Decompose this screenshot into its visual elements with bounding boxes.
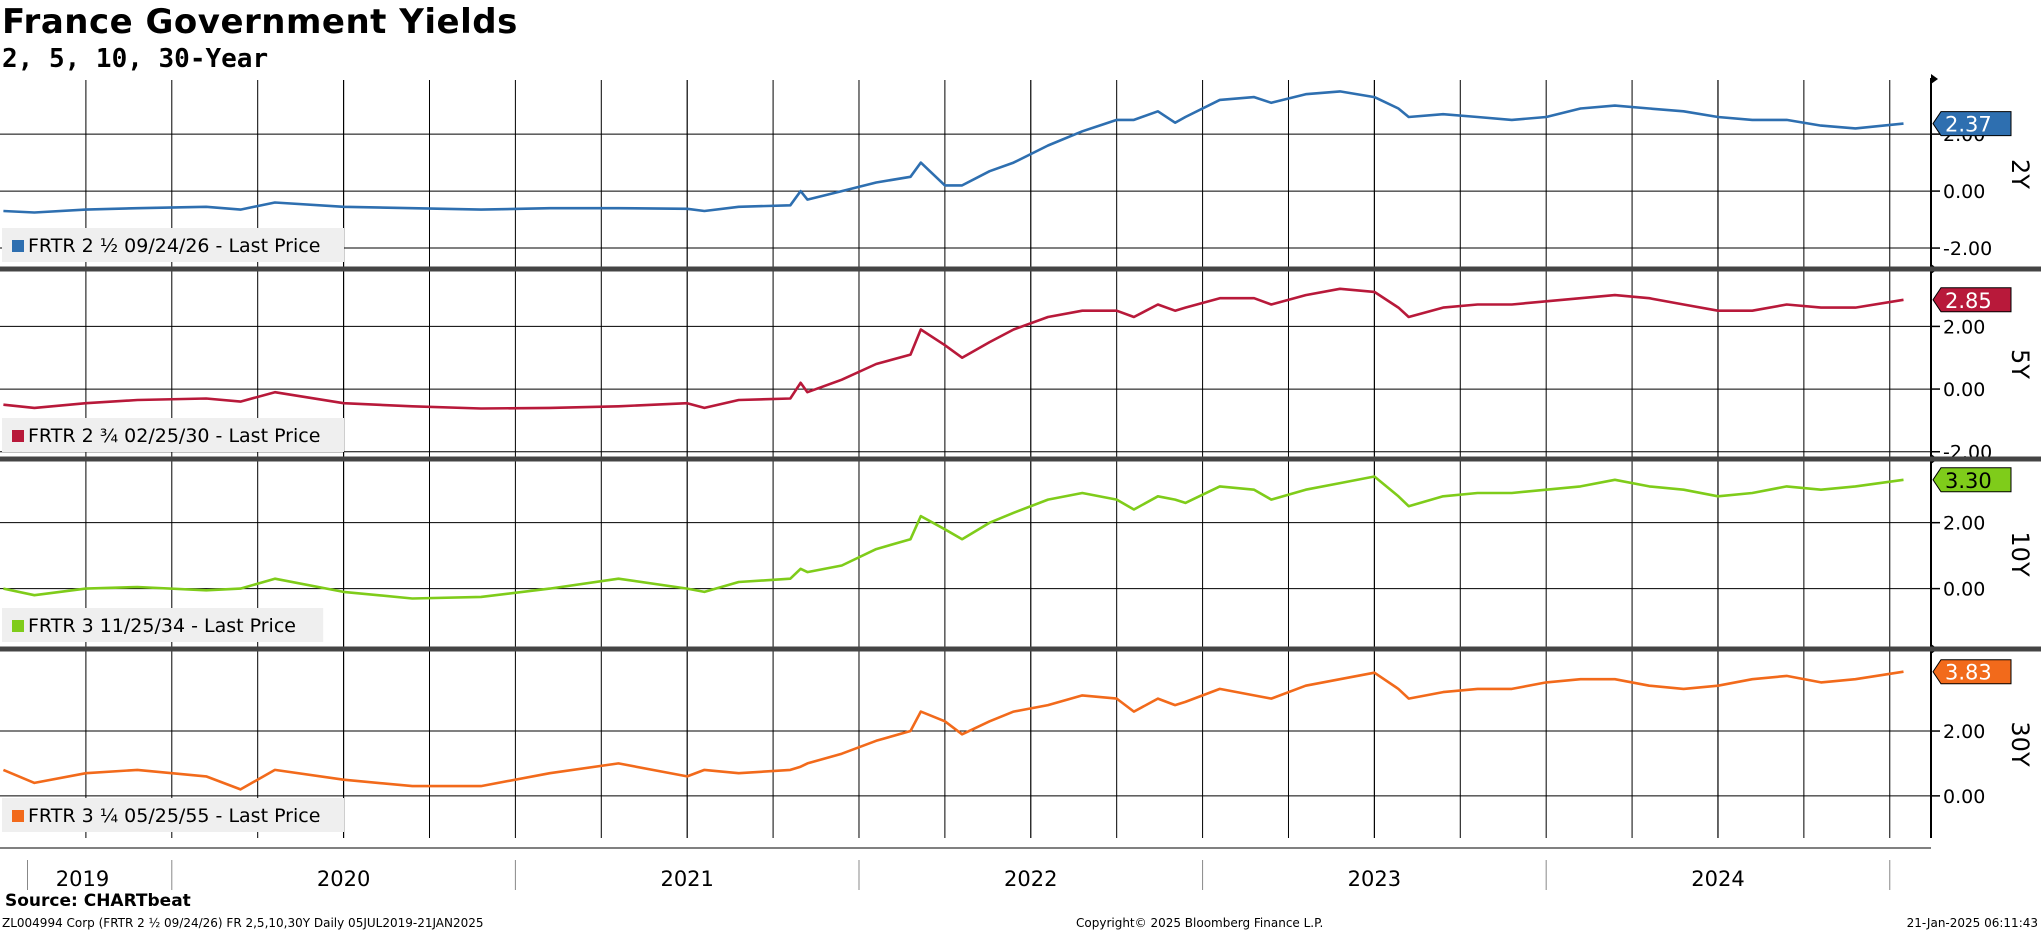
series-line-10y (3, 475, 1904, 600)
legend-swatch (12, 620, 24, 632)
legend-label: FRTR 3 11/25/34 - Last Price (28, 615, 296, 637)
y-tick-label: 2.00 (1943, 316, 1985, 338)
axis-arrow (1931, 74, 1938, 84)
last-price-value: 2.37 (1945, 113, 1992, 137)
legend-label: FRTR 2 ½ 09/24/26 - Last Price (28, 235, 320, 257)
x-tick-label: 2021 (660, 867, 713, 890)
y-tick-label: 2.00 (1943, 513, 1985, 535)
last-price-value: 3.83 (1945, 661, 1992, 685)
footer-ticker-info: ZL004994 Corp (FRTR 2 ½ 09/24/26) FR 2,5… (2, 916, 484, 930)
legend-label: FRTR 2 ¾ 02/25/30 - Last Price (28, 425, 320, 447)
y-tick-label: 0.00 (1943, 786, 1985, 808)
last-price-tag (1932, 467, 2012, 493)
footer-timestamp: 21-Jan-2025 06:11:43 (1906, 916, 2038, 930)
legend-label: FRTR 3 ¼ 05/25/55 - Last Price (28, 805, 320, 827)
chart-subtitle: 2, 5, 10, 30-Year (2, 44, 269, 74)
legend-swatch (12, 430, 24, 442)
source-note: Source: CHARTbeat (5, 891, 191, 911)
panel-label: 30Y (2006, 721, 2034, 767)
y-tick-label: -2.00 (1943, 238, 1992, 260)
legend-box (2, 418, 344, 452)
legend-box (2, 798, 344, 832)
last-price-value: 2.85 (1945, 289, 1992, 313)
last-price-value: 3.30 (1945, 469, 1992, 493)
panel-10y: 2.00 0.00 3.30 10Y FRTR 3 11/25/34 - Last Pr… (0, 454, 2034, 648)
y-tick-label: 0.00 (1943, 379, 1985, 401)
x-tick-label: 2020 (317, 867, 370, 890)
series-line-2y (3, 90, 1904, 214)
last-price-tag (1932, 111, 2012, 137)
panel-label: 2Y (2006, 159, 2034, 189)
last-price-tag (1932, 287, 2012, 313)
series-line-5y (3, 287, 1904, 410)
y-tick-label: 2.00 (1943, 721, 1985, 743)
x-tick-label: 2022 (1004, 867, 1057, 890)
legend-swatch (12, 240, 24, 252)
panel-label: 5Y (2006, 349, 2034, 379)
legend-swatch (12, 810, 24, 822)
chart-title: France Government Yields (2, 2, 518, 42)
series-line-30y (2, 670, 1904, 791)
footer-copyright: Copyright© 2025 Bloomberg Finance L.P. (1076, 916, 1324, 930)
y-tick-label: 0.00 (1943, 579, 1985, 601)
legend-box (2, 228, 344, 262)
x-tick-label: 2023 (1348, 867, 1401, 890)
yield-chart: 2.00 0.00 -2.00 2.37 2Y FRTR 2 ½ 09/24/26 - L… (0, 74, 2041, 890)
x-tick-label: 2019 (56, 867, 109, 890)
panel-label: 10Y (2006, 531, 2034, 577)
y-tick-label: 0.00 (1943, 181, 1985, 203)
panel-30y: 2.00 0.00 3.83 30Y FRTR 3 ¼ 05/25/55 - Last … (0, 644, 2034, 838)
last-price-tag (1932, 659, 2012, 685)
legend-box (2, 608, 324, 642)
x-tick-label: 2024 (1691, 867, 1744, 890)
